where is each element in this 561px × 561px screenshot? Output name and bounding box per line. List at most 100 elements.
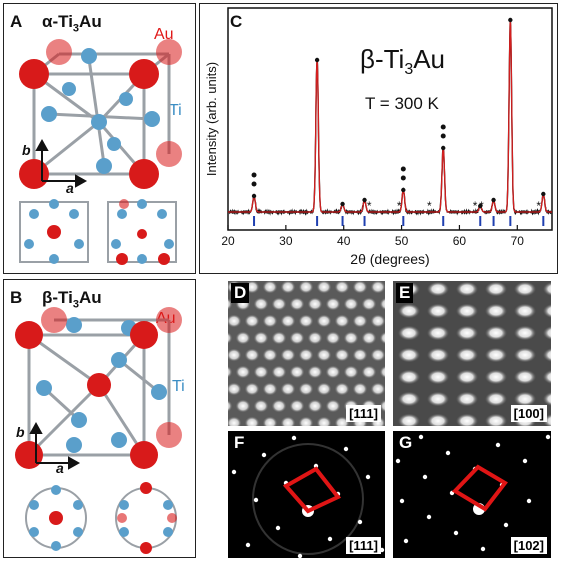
panel-d-zone: [111]: [346, 405, 381, 422]
lattice-spot: [352, 382, 368, 396]
lattice-spot: [325, 365, 341, 379]
peak-point: [362, 197, 367, 203]
lattice-spot: [228, 365, 233, 379]
lattice-spot: [280, 348, 296, 362]
plot-frame: [227, 7, 553, 231]
panel-c: C Intensity (arb. units) 2θ (degrees) 20…: [199, 3, 558, 274]
panel-e-zone: [100]: [510, 405, 547, 422]
diffraction-spot: [245, 542, 251, 548]
lattice-spot: [271, 331, 287, 345]
lattice-spot: [262, 416, 278, 426]
lattice-spot: [280, 416, 296, 426]
impurity-dot: [251, 172, 257, 178]
diffraction-spot: [480, 546, 486, 552]
diffraction-spot: [291, 435, 297, 441]
panel-a-axis-b: b: [22, 142, 31, 158]
lattice-spot: [334, 314, 350, 328]
peak-point: [340, 201, 345, 207]
diffraction-pattern-g: [395, 434, 551, 552]
lattice-spot: [397, 347, 421, 363]
lattice-spot: [513, 369, 537, 385]
lattice-spot: [298, 416, 314, 426]
lattice-spot: [271, 297, 287, 311]
panel-a-title: α-Ti3Au: [42, 12, 102, 35]
diffraction-spot: [503, 522, 509, 528]
lattice-spot: [426, 391, 450, 407]
lattice-spot: [484, 347, 508, 363]
impurity-star: *: [536, 199, 541, 213]
impurity-star: *: [479, 199, 484, 213]
panel-b-axis-a: a: [56, 460, 64, 476]
lattice-spot: [352, 314, 368, 328]
lattice-spot: [352, 348, 368, 362]
lattice-spot: [244, 416, 260, 426]
lattice-spot: [228, 348, 242, 362]
lattice-spot: [253, 331, 269, 345]
lattice-spot: [426, 347, 450, 363]
lattice-spot: [289, 331, 305, 345]
x-tick-label: 60: [453, 234, 467, 248]
lattice-spot: [316, 314, 332, 328]
panel-d: D [111]: [228, 281, 385, 426]
lattice-spot: [370, 314, 385, 328]
x-tick-label: 20: [221, 234, 235, 248]
lattice-spot: [228, 416, 242, 426]
diffraction-spot: [343, 446, 349, 452]
lattice-spot: [316, 348, 332, 362]
peak-point: [541, 191, 546, 197]
lattice-spot: [244, 348, 260, 362]
beta-unit-cell: [15, 307, 182, 554]
lattice-spot: [397, 325, 421, 341]
x-tick-label: 70: [511, 234, 525, 248]
lattice-spot: [307, 297, 323, 311]
diffraction-spot: [453, 530, 459, 536]
diffraction-spot: [522, 458, 528, 464]
panel-a-ti-label: Ti: [169, 102, 182, 119]
diffraction-spot: [399, 498, 405, 504]
hrtem-image-e: [393, 281, 551, 426]
lattice-spot: [513, 281, 537, 297]
lattice-spot: [334, 281, 350, 294]
lattice-spot: [361, 365, 377, 379]
lattice-spot: [379, 331, 385, 345]
lattice-spot: [271, 399, 287, 413]
diffraction-spot: [313, 463, 319, 469]
reciprocal-cell-g: [451, 464, 508, 512]
lattice-spot: [253, 399, 269, 413]
impurity-star: *: [367, 199, 372, 213]
lattice-spot: [426, 303, 450, 319]
xrd-chart: Intensity (arb. units) 2θ (degrees) 20 30…: [204, 7, 553, 267]
impurity-dot: [440, 133, 446, 139]
lattice-spot: [262, 348, 278, 362]
alpha-unit-cell: [19, 39, 182, 265]
panel-g-label: G: [396, 433, 416, 453]
panel-f-label: F: [231, 433, 248, 453]
lattice-spot: [542, 369, 551, 385]
lattice-spot: [542, 391, 551, 407]
lattice-spot: [484, 391, 508, 407]
lattice-spot: [228, 399, 233, 413]
lattice-spot: [379, 365, 385, 379]
diffraction-spot: [231, 469, 237, 475]
lattice-spot: [397, 391, 421, 407]
lattice-spot: [298, 281, 314, 294]
lattice-spot: [455, 369, 479, 385]
lattice-spot: [455, 413, 479, 426]
x-tick-label: 50: [395, 234, 409, 248]
lattice-spot: [455, 325, 479, 341]
lattice-spot: [307, 399, 323, 413]
impurity-star: *: [473, 199, 478, 213]
lattice-spot: [334, 348, 350, 362]
peak-point: [478, 203, 483, 209]
lattice-spot: [542, 303, 551, 319]
lattice-spot: [228, 382, 242, 396]
lattice-spot: [343, 297, 359, 311]
panel-e: E [100]: [393, 281, 551, 426]
lattice-spot: [298, 382, 314, 396]
panel-b-ti-label: Ti: [172, 378, 185, 395]
lattice-spot: [455, 281, 479, 297]
lattice-spot: [334, 416, 350, 426]
impurity-dot: [400, 166, 406, 172]
lattice-spot: [307, 331, 323, 345]
diffraction-spot: [403, 538, 409, 544]
